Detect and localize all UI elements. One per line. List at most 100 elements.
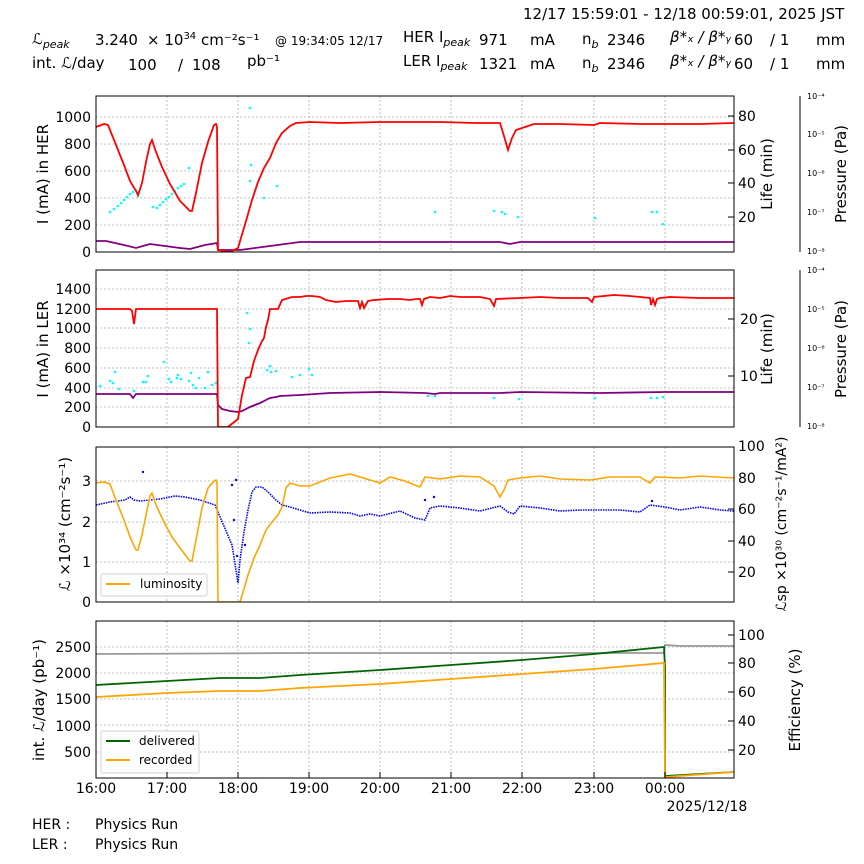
peak-lumi-exp: 34 xyxy=(183,31,197,42)
her-current: 971 xyxy=(479,31,508,49)
svg-text:10⁻⁵: 10⁻⁵ xyxy=(807,130,825,139)
ler-current: 1321 xyxy=(479,55,518,73)
svg-text:600: 600 xyxy=(64,164,91,180)
svg-text:100: 100 xyxy=(738,628,765,644)
svg-text:20: 20 xyxy=(740,312,758,328)
svg-text:800: 800 xyxy=(64,137,91,153)
ler-nb: 2346 xyxy=(607,55,646,73)
svg-text:10⁻⁷: 10⁻⁷ xyxy=(807,208,825,217)
her-beta-x: 60 xyxy=(734,31,754,49)
int-lumi-legend: delivered recorded xyxy=(100,730,200,774)
her-peak-text: HER I xyxy=(403,28,444,46)
svg-text:1400: 1400 xyxy=(55,282,91,298)
x-tick-1800: 18:00 xyxy=(218,781,258,797)
svg-text:10⁻⁵: 10⁻⁵ xyxy=(807,305,825,314)
ler-life-ticks: 10 20 xyxy=(740,312,758,385)
ler-nb-text: n xyxy=(582,54,592,72)
her-beta-y: / 1 xyxy=(770,31,790,49)
ler-lifetime-line xyxy=(96,391,734,413)
svg-text:40: 40 xyxy=(738,176,756,192)
svg-text:10⁻⁸: 10⁻⁸ xyxy=(807,247,825,256)
svg-text:20: 20 xyxy=(738,743,756,759)
x-tick-0000: 00:00 xyxy=(645,781,685,797)
ler-y2label: Life (min) xyxy=(758,313,776,385)
svg-text:60: 60 xyxy=(738,143,756,159)
x-tick-1700: 17:00 xyxy=(147,781,187,797)
int-lumi-label: int. ℒ/day xyxy=(32,54,105,72)
lumi-sp-tickmarks xyxy=(728,508,734,573)
peak-lumi-unit-prefix: × 10 xyxy=(147,31,184,49)
svg-text:200: 200 xyxy=(64,218,91,234)
svg-text:80: 80 xyxy=(738,656,756,672)
svg-text:0: 0 xyxy=(82,420,91,436)
ler-current-line xyxy=(96,294,734,427)
her-yticks: 0 200 400 600 800 1000 xyxy=(55,110,91,261)
svg-text:10⁻⁶: 10⁻⁶ xyxy=(807,169,825,178)
legend-recorded: recorded xyxy=(139,753,192,767)
int-lumi-sep: / xyxy=(178,56,184,74)
her-beta-label: β*ₓ / β*ᵧ xyxy=(670,28,731,46)
svg-text:1500: 1500 xyxy=(55,692,91,708)
svg-text:1000: 1000 xyxy=(55,321,91,337)
svg-text:10⁻⁷: 10⁻⁷ xyxy=(807,383,825,392)
lumi-y2label: ℒsp ×10³⁰ (cm⁻²s⁻¹/mA²) xyxy=(774,436,790,611)
her-status-label: HER : xyxy=(32,817,71,833)
her-status-value: Physics Run xyxy=(95,817,179,833)
efficiency-ticks: 20 40 60 80 100 xyxy=(738,628,765,759)
int-lumi-delivered: 100 xyxy=(128,56,157,74)
her-current-panel: 0 200 400 600 800 1000 20 40 60 80 I (mA) in HE… xyxy=(34,92,850,261)
svg-text:1000: 1000 xyxy=(55,110,91,126)
svg-text:1: 1 xyxy=(82,555,91,571)
grid xyxy=(96,270,734,427)
svg-text:3: 3 xyxy=(82,474,91,490)
svg-text:2000: 2000 xyxy=(55,666,91,682)
recorded-line xyxy=(96,662,734,778)
x-tick-1900: 19:00 xyxy=(289,781,329,797)
her-current-unit: mA xyxy=(530,31,555,49)
lumi-ylabel: ℒ ×10³⁴ (cm⁻²s⁻¹) xyxy=(56,457,74,591)
peak-lumi-unit: × 1034 cm⁻²s⁻¹ xyxy=(147,31,260,49)
ler-peak-label: LER Ipeak xyxy=(403,52,467,73)
x-tick-2200: 22:00 xyxy=(502,781,542,797)
her-current-line xyxy=(96,121,734,252)
specific-lumi-line xyxy=(96,486,734,584)
svg-text:60: 60 xyxy=(738,502,756,518)
ler-current-panel: 0 200 400 600 800 1000 1200 1400 10 20 I (mA) … xyxy=(34,266,850,436)
int-lumi-ylabel: int. ℒ/day (pb⁻¹) xyxy=(30,639,48,761)
svg-text:500: 500 xyxy=(64,745,91,761)
svg-text:200: 200 xyxy=(64,400,91,416)
svg-text:10⁻⁸: 10⁻⁸ xyxy=(807,422,825,431)
svg-text:80: 80 xyxy=(738,109,756,125)
time-range: 12/17 15:59:01 - 12/18 00:59:01, 2025 JS… xyxy=(523,5,845,23)
svg-text:1000: 1000 xyxy=(55,719,91,735)
efficiency-ylabel: Efficiency (%) xyxy=(786,649,804,752)
grid xyxy=(96,96,734,252)
svg-text:0: 0 xyxy=(82,245,91,261)
svg-text:60: 60 xyxy=(738,685,756,701)
her-beta-unit: mm xyxy=(816,31,846,49)
svg-text:400: 400 xyxy=(64,191,91,207)
her-pressure-dots xyxy=(108,106,665,226)
her-pressure-ticks: 10⁻⁴ 10⁻⁵ 10⁻⁶ 10⁻⁷ 10⁻⁸ xyxy=(807,92,825,256)
x-tick-1600: 16:00 xyxy=(76,781,116,797)
svg-text:40: 40 xyxy=(738,534,756,550)
ler-pressure-dots xyxy=(98,311,665,401)
lumi-yticks: 0 1 2 3 xyxy=(82,474,91,611)
ler-nb-sub: b xyxy=(591,62,599,75)
svg-text:10⁻⁴: 10⁻⁴ xyxy=(807,266,825,275)
her-nb-label: nb xyxy=(582,30,599,51)
svg-text:2500: 2500 xyxy=(55,640,91,656)
ler-peak-sub: peak xyxy=(440,60,468,73)
x-ticklabels: 16:00 17:00 18:00 19:00 20:00 21:00 22:0… xyxy=(76,781,748,815)
her-y2label: Life (min) xyxy=(758,138,776,210)
her-life-ticks: 20 40 60 80 xyxy=(738,109,756,226)
peak-lumi-time: @ 19:34:05 12/17 xyxy=(275,34,384,48)
svg-text:20: 20 xyxy=(738,565,756,581)
her-ylabel: I (mA) in HER xyxy=(34,124,52,224)
svg-text:10: 10 xyxy=(740,369,758,385)
ler-beta-unit: mm xyxy=(816,55,846,73)
ler-beta-x: 60 xyxy=(734,55,754,73)
ler-nb-label: nb xyxy=(582,54,599,75)
